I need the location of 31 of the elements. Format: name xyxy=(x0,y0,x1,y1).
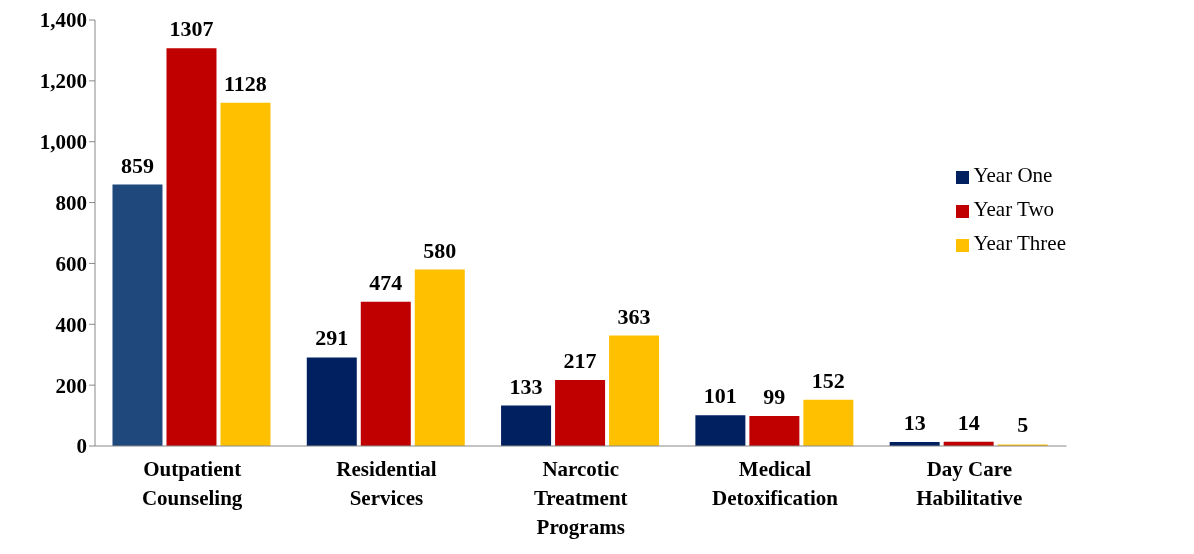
legend-label: Year Two xyxy=(973,197,1055,221)
legend-label: Year Three xyxy=(973,231,1066,255)
x-tick-label: Medical Detoxification xyxy=(712,457,839,510)
data-label: 1128 xyxy=(224,70,267,96)
data-label: 580 xyxy=(423,237,457,263)
data-label: 14 xyxy=(957,409,980,435)
data-label: 363 xyxy=(617,303,651,329)
y-tick-label: 1,000 xyxy=(39,130,87,155)
data-label: 13 xyxy=(903,410,926,436)
x-tick-label: Narcotic Treatment Programs xyxy=(533,457,628,539)
data-label: 152 xyxy=(811,367,845,393)
y-tick-label: 1,200 xyxy=(39,69,87,94)
y-tick-label: 0 xyxy=(76,434,87,459)
data-label: 5 xyxy=(1017,412,1029,438)
data-label: 474 xyxy=(369,269,403,295)
data-label: 859 xyxy=(120,152,154,178)
x-tick-label: Outpatient Counseling xyxy=(141,457,243,510)
legend-label: Year One xyxy=(973,163,1053,187)
data-label: 291 xyxy=(315,325,349,351)
data-label: 101 xyxy=(703,383,737,409)
data-label: 217 xyxy=(563,347,597,373)
y-tick-label: 1,400 xyxy=(39,8,87,33)
y-tick-label: 200 xyxy=(55,373,87,398)
y-tick-label: 600 xyxy=(55,251,87,276)
y-tick-label: 400 xyxy=(55,312,87,337)
data-label: 1307 xyxy=(169,16,214,42)
data-label: 99 xyxy=(763,383,786,409)
x-tick-label: Residential Services xyxy=(336,457,437,510)
data-label: 133 xyxy=(509,373,543,399)
x-tick-label: Day Care Habilitative xyxy=(916,457,1023,510)
y-tick-label: 800 xyxy=(55,191,87,216)
